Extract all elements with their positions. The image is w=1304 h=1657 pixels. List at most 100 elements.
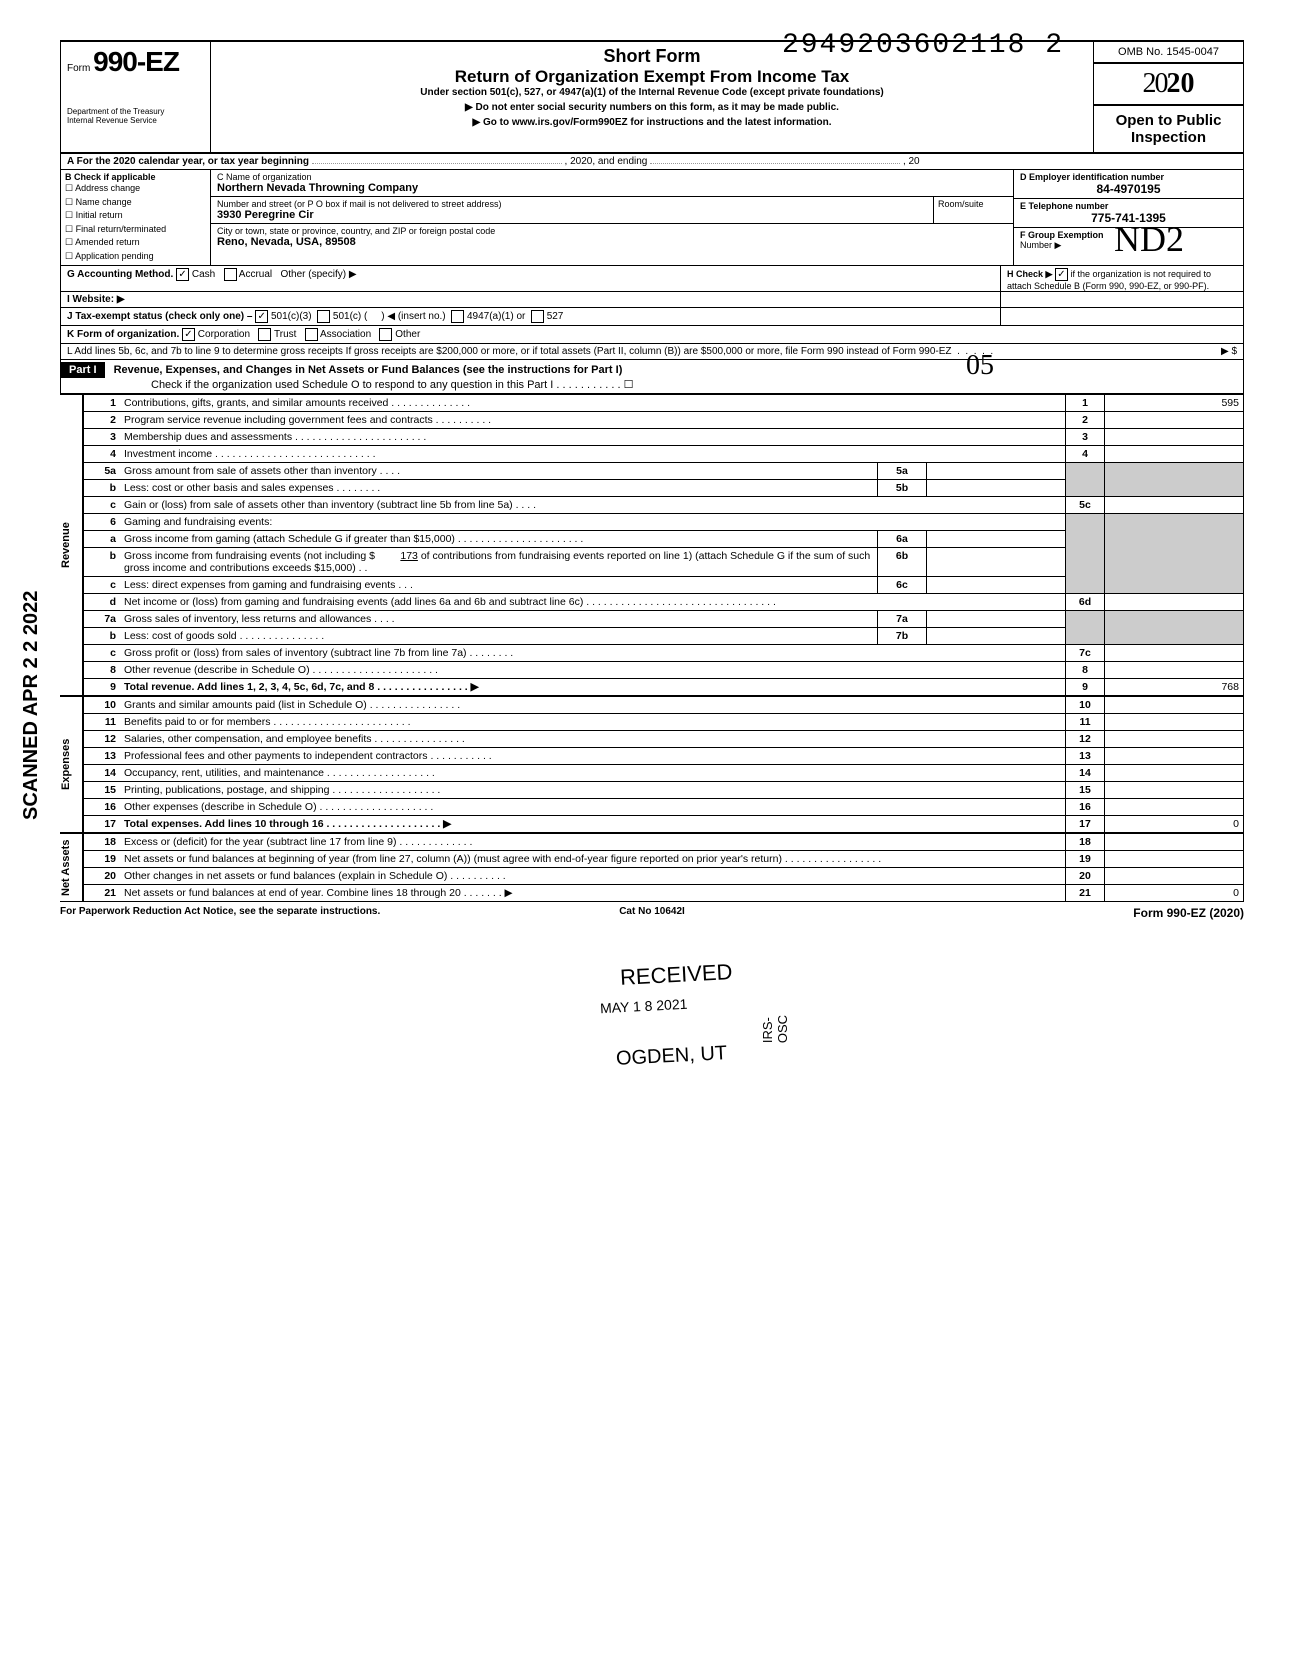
city-label: City or town, state or province, country… bbox=[217, 226, 495, 236]
expenses-section: Expenses 10Grants and similar amounts pa… bbox=[60, 696, 1244, 833]
g-other: Other (specify) ▶ bbox=[281, 269, 357, 280]
part1-schedO: Check if the organization used Schedule … bbox=[61, 379, 634, 391]
chk-address-change[interactable]: Address change bbox=[65, 182, 206, 196]
page-footer: For Paperwork Reduction Act Notice, see … bbox=[60, 902, 1244, 920]
form-page: SCANNED APR 2 2 2022 2949203602118 2 For… bbox=[60, 40, 1244, 920]
name-cell: C Name of organization Northern Nevada T… bbox=[211, 170, 1013, 197]
line-15: 15Printing, publications, postage, and s… bbox=[84, 782, 1244, 799]
line-12: 12Salaries, other compensation, and empl… bbox=[84, 731, 1244, 748]
line-8: 8Other revenue (describe in Schedule O) … bbox=[84, 662, 1244, 679]
chk-application-pending[interactable]: Application pending bbox=[65, 250, 206, 264]
chk-4947[interactable] bbox=[451, 310, 464, 323]
org-info-grid: B Check if applicable Address change Nam… bbox=[60, 170, 1244, 266]
return-title: Return of Organization Exempt From Incom… bbox=[221, 67, 1083, 87]
part1-title: Revenue, Expenses, and Changes in Net As… bbox=[108, 362, 629, 378]
city-val: Reno, Nevada, USA, 89508 bbox=[217, 236, 356, 248]
h-box: H Check ▶ ✓ if the organization is not r… bbox=[1000, 266, 1237, 291]
line-3: 3Membership dues and assessments . . . .… bbox=[84, 429, 1244, 446]
k-other: Other bbox=[395, 329, 420, 340]
chk-assoc[interactable] bbox=[305, 328, 318, 341]
chk-amended-return[interactable]: Amended return bbox=[65, 236, 206, 250]
chk-cash[interactable]: ✓ bbox=[176, 268, 189, 281]
expenses-tab: Expenses bbox=[60, 696, 83, 833]
handwriting-1: ND2 bbox=[1114, 218, 1184, 260]
netassets-section: Net Assets 18Excess or (deficit) for the… bbox=[60, 833, 1244, 902]
j-ins: ◀ (insert no.) bbox=[387, 311, 445, 322]
footer-center: Cat No 10642I bbox=[455, 906, 850, 920]
under-section: Under section 501(c), 527, or 4947(a)(1)… bbox=[221, 87, 1083, 98]
h-continued2 bbox=[1000, 308, 1237, 325]
handwriting-2: 05 bbox=[966, 350, 994, 382]
f-label2: Number ▶ bbox=[1020, 240, 1061, 250]
line-11: 11Benefits paid to or for members . . . … bbox=[84, 714, 1244, 731]
row-a-taxyear: A For the 2020 calendar year, or tax yea… bbox=[60, 154, 1244, 170]
revenue-section: Revenue 1Contributions, gifts, grants, a… bbox=[60, 394, 1244, 696]
line-4: 4Investment income . . . . . . . . . . .… bbox=[84, 446, 1244, 463]
k-label: K Form of organization. bbox=[67, 329, 179, 340]
room-suite: Room/suite bbox=[933, 197, 1013, 224]
chk-trust[interactable] bbox=[258, 328, 271, 341]
revenue-table: 1Contributions, gifts, grants, and simil… bbox=[83, 394, 1244, 696]
chk-h[interactable]: ✓ bbox=[1055, 268, 1068, 281]
city-cell: City or town, state or province, country… bbox=[211, 224, 1013, 250]
e-label: E Telephone number bbox=[1020, 201, 1108, 211]
row-i-website: I Website: ▶ bbox=[60, 292, 1244, 308]
ogden-stamp: OGDEN, UT bbox=[615, 1042, 727, 1071]
revenue-tab: Revenue bbox=[60, 394, 83, 696]
line-19: 19Net assets or fund balances at beginni… bbox=[84, 851, 1244, 868]
j-label: J Tax-exempt status (check only one) – bbox=[67, 311, 252, 322]
tax-year: 20202020 bbox=[1094, 64, 1243, 106]
j-a1: 4947(a)(1) or bbox=[467, 311, 525, 322]
dept-line2: Internal Revenue Service bbox=[67, 117, 204, 126]
f-label: F Group Exemption bbox=[1020, 230, 1104, 240]
h-continued bbox=[1000, 292, 1237, 307]
g-accrual: Accrual bbox=[239, 269, 272, 280]
c-name-label: C Name of organization bbox=[217, 172, 312, 182]
chk-accrual[interactable] bbox=[224, 268, 237, 281]
chk-final-return[interactable]: Final return/terminated bbox=[65, 223, 206, 237]
addr-label: Number and street (or P O box if mail is… bbox=[217, 199, 501, 209]
line-13: 13Professional fees and other payments t… bbox=[84, 748, 1244, 765]
line-6d: dNet income or (loss) from gaming and fu… bbox=[84, 594, 1244, 611]
addr-val: 3930 Peregrine Cir bbox=[217, 209, 314, 221]
form-number: Form 990-EZ bbox=[67, 46, 204, 78]
line6b-contrib: 173 bbox=[378, 550, 418, 562]
open-public-label: Open to Public Inspection bbox=[1094, 106, 1243, 152]
row-l: L Add lines 5b, 6c, and 7b to line 9 to … bbox=[60, 344, 1244, 360]
line-6: 6Gaming and fundraising events: bbox=[84, 514, 1244, 531]
form-header: Form 990-EZ Department of the Treasury I… bbox=[60, 40, 1244, 154]
chk-other[interactable] bbox=[379, 328, 392, 341]
part1-label: Part I bbox=[61, 362, 105, 378]
i-label: I Website: ▶ bbox=[67, 294, 125, 305]
j-527: 527 bbox=[547, 311, 564, 322]
g-label: G Accounting Method. bbox=[67, 269, 173, 280]
line-2: 2Program service revenue including gover… bbox=[84, 412, 1244, 429]
d-val: 84-4970195 bbox=[1020, 182, 1237, 196]
form-label: Form bbox=[67, 63, 90, 74]
row-a-label-c: , 20 bbox=[903, 156, 920, 167]
addr-cell: Number and street (or P O box if mail is… bbox=[211, 197, 933, 224]
line-7a: 7aGross sales of inventory, less returns… bbox=[84, 611, 1244, 628]
chk-501c[interactable] bbox=[317, 310, 330, 323]
netassets-table: 18Excess or (deficit) for the year (subt… bbox=[83, 833, 1244, 902]
chk-initial-return[interactable]: Initial return bbox=[65, 209, 206, 223]
row-a-label-b: , 2020, and ending bbox=[565, 156, 648, 167]
chk-527[interactable] bbox=[531, 310, 544, 323]
goto-url: ▶ Go to www.irs.gov/Form990EZ for instru… bbox=[221, 117, 1083, 128]
chk-501c3[interactable]: ✓ bbox=[255, 310, 268, 323]
col-b-checkboxes: B Check if applicable Address change Nam… bbox=[61, 170, 211, 265]
h-label: H Check ▶ bbox=[1007, 269, 1052, 279]
chk-name-change[interactable]: Name change bbox=[65, 196, 206, 210]
line-5a: 5aGross amount from sale of assets other… bbox=[84, 463, 1244, 480]
line-21: 21Net assets or fund balances at end of … bbox=[84, 885, 1244, 902]
received-stamp: RECEIVED bbox=[619, 959, 733, 991]
part1-header: Part I Revenue, Expenses, and Changes in… bbox=[60, 360, 1244, 394]
irs-osc-stamp: IRS-OSC bbox=[760, 1015, 790, 1043]
d-ein: D Employer identification number 84-4970… bbox=[1014, 170, 1243, 199]
line-20: 20Other changes in net assets or fund ba… bbox=[84, 868, 1244, 885]
b-header: B Check if applicable bbox=[65, 172, 156, 182]
line-9: 9Total revenue. Add lines 1, 2, 3, 4, 5c… bbox=[84, 679, 1244, 696]
row-g-accounting: G Accounting Method. ✓ Cash Accrual Othe… bbox=[60, 266, 1244, 292]
k-assoc: Association bbox=[320, 329, 371, 340]
chk-corp[interactable]: ✓ bbox=[182, 328, 195, 341]
